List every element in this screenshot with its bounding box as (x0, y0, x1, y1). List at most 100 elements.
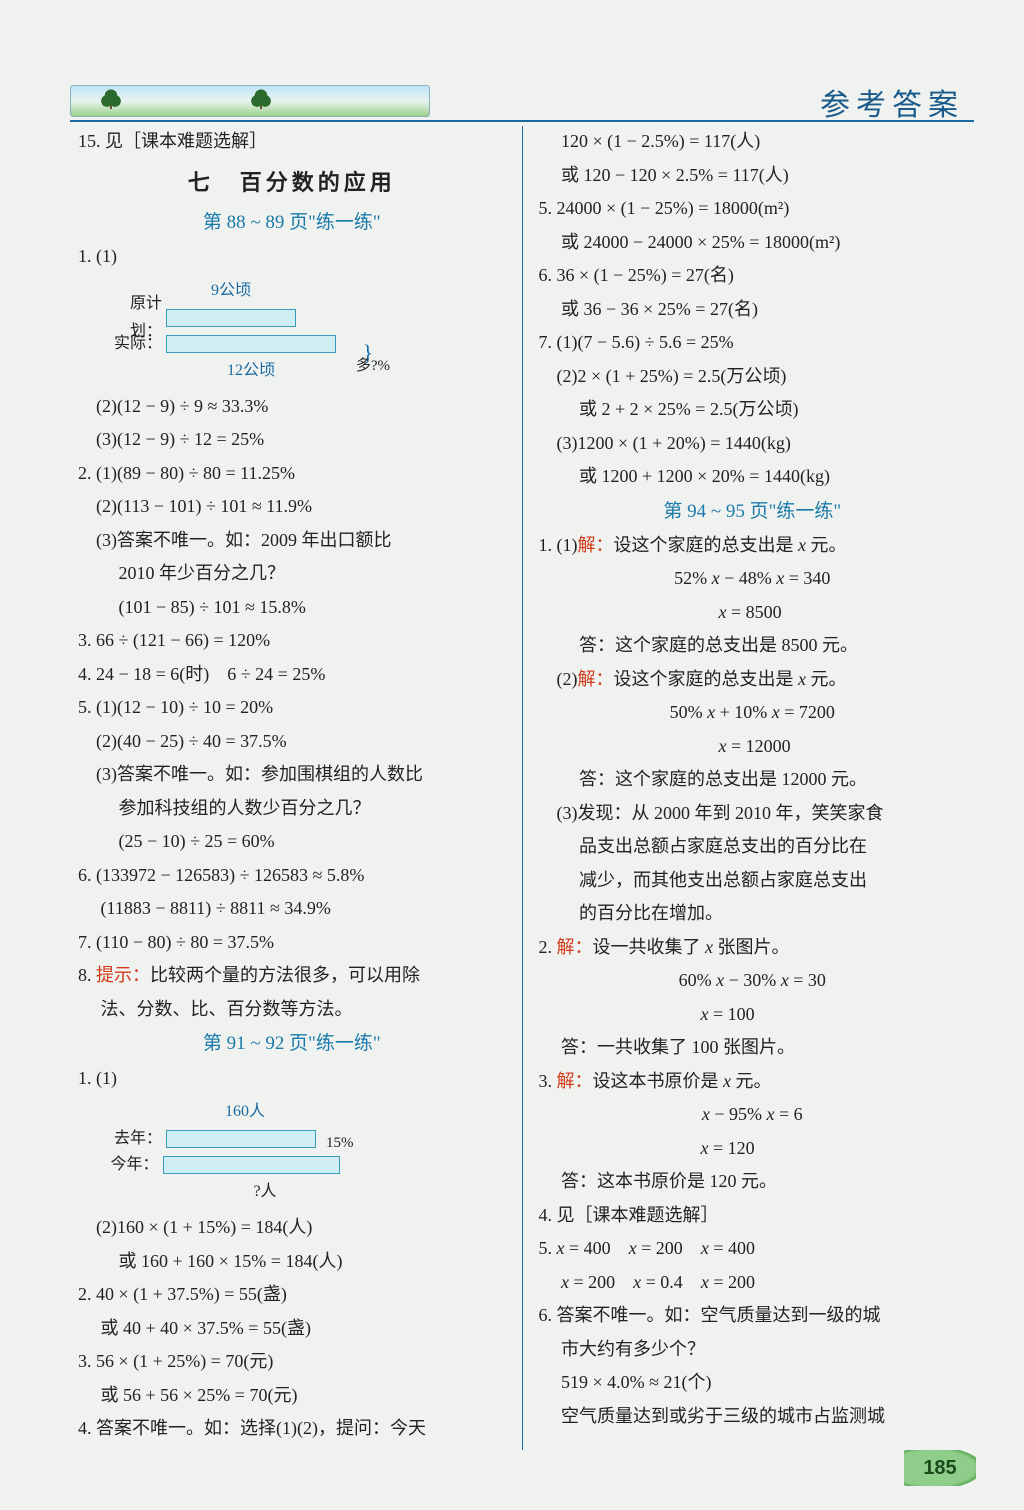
text-line: 1. (1)解：设这个家庭的总支出是 x 元。 (539, 530, 967, 562)
prefix: 1. (1) (539, 535, 578, 555)
text-line: 3. 解：设这本书原价是 x 元。 (539, 1066, 967, 1098)
text-line: 519 × 4.0% ≈ 21(个) (539, 1367, 967, 1399)
jie-label: 解： (578, 669, 614, 689)
page-header-title: 参考答案 (820, 80, 964, 133)
equation-line: x = 100 (539, 999, 967, 1031)
text-line: 空气质量达到或劣于三级的城市占监测城 (539, 1401, 967, 1433)
q8-text: 比较两个量的方法很多，可以用除 (150, 965, 420, 985)
equation-line: 50% x + 10% x = 7200 (539, 697, 967, 729)
text-line: 或 120 − 120 × 2.5% = 117(人) (539, 160, 967, 192)
text-line: 答：一共收集了 100 张图片。 (539, 1032, 967, 1064)
text: 设这个家庭的总支出是 x 元。 (614, 535, 847, 555)
practice-title: 第 88 ~ 89 页"练一练" (78, 206, 506, 239)
equation-line: x − 95% x = 6 (539, 1099, 967, 1131)
text-line: 或 1200 + 1200 × 20% = 1440(kg) (539, 461, 967, 493)
diagram-bar (166, 1130, 316, 1148)
text-line: (3)(12 − 9) ÷ 12 = 25% (78, 424, 506, 456)
text-line: 2. 40 × (1 + 37.5%) = 55(盏) (78, 1279, 506, 1311)
text-line: 2010 年少百分之几？ (78, 558, 506, 590)
section-title: 七 百分数的应用 (78, 164, 506, 203)
header-rule (70, 120, 974, 122)
page-number-badge: 185 (904, 1450, 976, 1486)
text-line: 1. (1) (78, 241, 506, 273)
text-line: 有多少人出勤？ (78, 1447, 506, 1451)
text-line: 3. 56 × (1 + 25%) = 70(元) (78, 1346, 506, 1378)
text-line: 答：这个家庭的总支出是 8500 元。 (539, 630, 967, 662)
text-line: (3)1200 × (1 + 20%) = 1440(kg) (539, 428, 967, 460)
diagram-row-label: 实际： (110, 330, 166, 358)
practice-title: 第 94 ~ 95 页"练一练" (539, 495, 967, 528)
text-line: (25 − 10) ÷ 25 = 60% (78, 826, 506, 858)
text-line: x = 200 x = 0.4 x = 200 (539, 1267, 967, 1299)
text-line: (2)解：设这个家庭的总支出是 x 元。 (539, 664, 967, 696)
prefix: 2. (539, 937, 557, 957)
diagram-bar (166, 309, 296, 327)
text-line: 品支出总额占家庭总支出的百分比在 (539, 831, 967, 863)
left-column: 15. 见［课本难题选解］ 七 百分数的应用 第 88 ~ 89 页"练一练" … (70, 126, 523, 1450)
diagram-row-label: 今年： (110, 1151, 163, 1179)
equation-line: x = 12000 (539, 731, 967, 763)
text-line: (2)(40 − 25) ÷ 40 = 37.5% (78, 726, 506, 758)
text-line: 4. 见［课本难题选解］ (539, 1200, 967, 1232)
text-line: 7. (110 − 80) ÷ 80 = 37.5% (78, 927, 506, 959)
equation-line: x = 120 (539, 1133, 967, 1165)
text-line: 或 24000 − 24000 × 25% = 18000(m²) (539, 227, 967, 259)
text-line: 减少，而其他支出总额占家庭总支出 (539, 865, 967, 897)
header-banner (70, 85, 430, 117)
prefix: 3. (539, 1071, 557, 1091)
text-line: 的百分比在增加。 (539, 898, 967, 930)
jie-label: 解： (557, 937, 593, 957)
text: 设这个家庭的总支出是 x 元。 (614, 669, 847, 689)
text-line: 答：这个家庭的总支出是 12000 元。 (539, 764, 967, 796)
text-line: 参加科技组的人数少百分之几？ (78, 793, 506, 825)
text-line: 或 56 + 56 × 25% = 70(元) (78, 1380, 506, 1412)
text-line: (2)(12 − 9) ÷ 9 ≈ 33.3% (78, 391, 506, 423)
text-line: (3)发现：从 2000 年到 2010 年，笑笑家食 (539, 798, 967, 830)
text-line: 或 36 − 36 × 25% = 27(名) (539, 294, 967, 326)
text-line: 7. (1)(7 − 5.6) ÷ 5.6 = 25% (539, 327, 967, 359)
text-line: 120 × (1 − 2.5%) = 117(人) (539, 126, 967, 158)
tip-label: 提示： (96, 965, 150, 985)
content-columns: 15. 见［课本难题选解］ 七 百分数的应用 第 88 ~ 89 页"练一练" … (70, 126, 974, 1450)
equation-line: 52% x − 48% x = 340 (539, 563, 967, 595)
practice-title: 第 91 ~ 92 页"练一练" (78, 1027, 506, 1060)
bar-diagram-1: 9公顷 原计划： 实际： } 多?% 12公顷 (110, 277, 340, 385)
text-line: (3)答案不唯一。如：参加围棋组的人数比 (78, 759, 506, 791)
text: 设一共收集了 x 张图片。 (593, 937, 790, 957)
diagram-bar (163, 1156, 340, 1174)
text-line: 2. 解：设一共收集了 x 张图片。 (539, 932, 967, 964)
diagram-side-label: 多?% (356, 353, 390, 379)
diagram-bar: } (166, 335, 336, 353)
text-line: 市大约有多少个？ (539, 1334, 967, 1366)
q8-prefix: 8. (78, 965, 96, 985)
diagram-row-label: 去年： (110, 1125, 166, 1153)
text-line: (11883 − 8811) ÷ 8811 ≈ 34.9% (78, 893, 506, 925)
text-line: 或 2 + 2 × 25% = 2.5(万公顷) (539, 394, 967, 426)
text: 设这本书原价是 x 元。 (593, 1071, 772, 1091)
text-line: 3. 66 ÷ (121 − 66) = 120% (78, 625, 506, 657)
text-line: 2. (1)(89 − 80) ÷ 80 = 11.25% (78, 458, 506, 490)
text-line: 答：这本书原价是 120 元。 (539, 1166, 967, 1198)
text-line: 6. 36 × (1 − 25%) = 27(名) (539, 260, 967, 292)
text-line: 5. (1)(12 − 10) ÷ 10 = 20% (78, 692, 506, 724)
jie-label: 解： (578, 535, 614, 555)
text-line: 1. (1) (78, 1063, 506, 1095)
jie-label: 解： (557, 1071, 593, 1091)
text-line: (2)(113 − 101) ÷ 101 ≈ 11.9% (78, 491, 506, 523)
diagram-bot-label: 12公顷 (166, 357, 336, 385)
text-line: 5. 24000 × (1 − 25%) = 18000(m²) (539, 193, 967, 225)
text-line: 4. 24 − 18 = 6(时) 6 ÷ 24 = 25% (78, 659, 506, 691)
text-line: (2)160 × (1 + 15%) = 184(人) (78, 1212, 506, 1244)
diagram-top-label: 9公顷 (166, 277, 296, 305)
text-line: 15. 见［课本难题选解］ (78, 126, 506, 158)
equation-line: x = 8500 (539, 597, 967, 629)
text-line: 6. 答案不唯一。如：空气质量达到一级的城 (539, 1300, 967, 1332)
text-line: (2)2 × (1 + 25%) = 2.5(万公顷) (539, 361, 967, 393)
text-line: 6. (133972 − 126583) ÷ 126583 ≈ 5.8% (78, 860, 506, 892)
right-column: 120 × (1 − 2.5%) = 117(人) 或 120 − 120 × … (523, 126, 975, 1450)
text-line: 4. 答案不唯一。如：选择(1)(2)，提问：今天 (78, 1413, 506, 1445)
text-line: 或 40 + 40 × 37.5% = 55(盏) (78, 1313, 506, 1345)
diagram-top-label: 160人 (170, 1098, 320, 1126)
bar-diagram-2: 160人 去年： 15% 今年： ?人 (110, 1098, 340, 1206)
text-line: 或 160 + 160 × 15% = 184(人) (78, 1246, 506, 1278)
